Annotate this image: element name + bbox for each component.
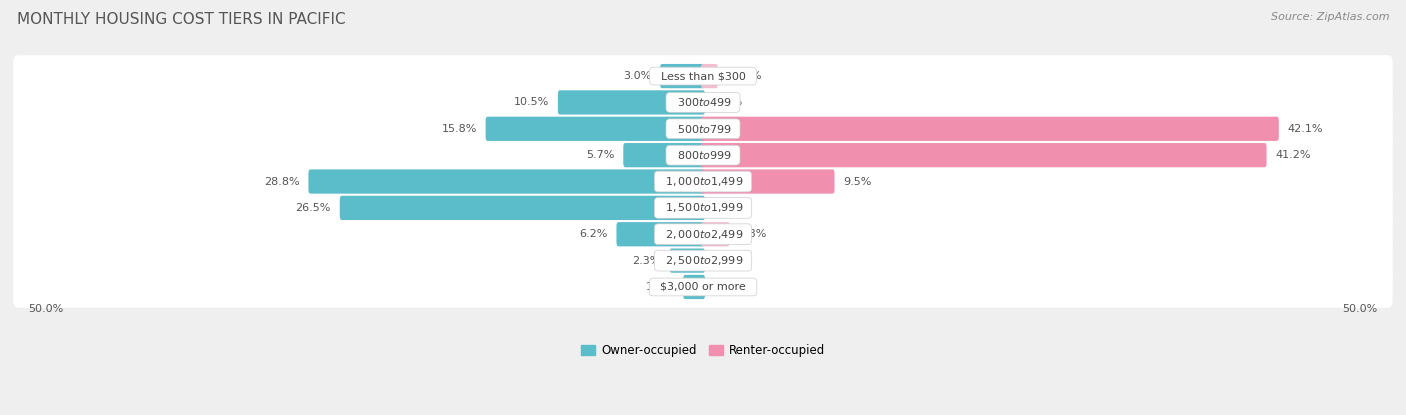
Text: $300 to $499: $300 to $499 — [669, 96, 737, 108]
Text: 0.0%: 0.0% — [714, 256, 742, 266]
FancyBboxPatch shape — [669, 249, 704, 273]
FancyBboxPatch shape — [702, 64, 718, 88]
Text: 15.8%: 15.8% — [441, 124, 477, 134]
Text: 2.3%: 2.3% — [633, 256, 661, 266]
Text: 0.0%: 0.0% — [714, 282, 742, 292]
FancyBboxPatch shape — [14, 55, 1392, 97]
Text: 0.0%: 0.0% — [714, 98, 742, 107]
FancyBboxPatch shape — [14, 187, 1392, 229]
Text: 41.2%: 41.2% — [1275, 150, 1310, 160]
Text: $3,000 or more: $3,000 or more — [654, 282, 752, 292]
FancyBboxPatch shape — [485, 117, 704, 141]
FancyBboxPatch shape — [659, 64, 704, 88]
Text: 10.5%: 10.5% — [513, 98, 548, 107]
FancyBboxPatch shape — [558, 90, 704, 115]
FancyBboxPatch shape — [623, 143, 704, 167]
FancyBboxPatch shape — [308, 169, 704, 194]
FancyBboxPatch shape — [14, 134, 1392, 176]
FancyBboxPatch shape — [14, 266, 1392, 308]
FancyBboxPatch shape — [683, 275, 704, 299]
Text: 50.0%: 50.0% — [1343, 304, 1378, 314]
Text: $800 to $999: $800 to $999 — [669, 149, 737, 161]
FancyBboxPatch shape — [14, 161, 1392, 203]
FancyBboxPatch shape — [340, 196, 704, 220]
Text: MONTHLY HOUSING COST TIERS IN PACIFIC: MONTHLY HOUSING COST TIERS IN PACIFIC — [17, 12, 346, 27]
Text: $2,000 to $2,499: $2,000 to $2,499 — [658, 228, 748, 241]
Text: 26.5%: 26.5% — [295, 203, 330, 213]
Text: 42.1%: 42.1% — [1288, 124, 1323, 134]
FancyBboxPatch shape — [14, 108, 1392, 150]
Text: 1.8%: 1.8% — [738, 229, 766, 239]
FancyBboxPatch shape — [14, 240, 1392, 281]
FancyBboxPatch shape — [616, 222, 704, 247]
Text: 28.8%: 28.8% — [264, 176, 299, 186]
Text: 0.0%: 0.0% — [714, 203, 742, 213]
FancyBboxPatch shape — [702, 222, 730, 247]
Text: 5.7%: 5.7% — [586, 150, 614, 160]
Text: $500 to $799: $500 to $799 — [669, 123, 737, 135]
Text: Source: ZipAtlas.com: Source: ZipAtlas.com — [1271, 12, 1389, 22]
Text: $2,500 to $2,999: $2,500 to $2,999 — [658, 254, 748, 267]
FancyBboxPatch shape — [702, 117, 1279, 141]
Text: $1,500 to $1,999: $1,500 to $1,999 — [658, 201, 748, 215]
FancyBboxPatch shape — [14, 213, 1392, 255]
Legend: Owner-occupied, Renter-occupied: Owner-occupied, Renter-occupied — [576, 339, 830, 361]
Text: 50.0%: 50.0% — [28, 304, 63, 314]
Text: 9.5%: 9.5% — [844, 176, 872, 186]
Text: $1,000 to $1,499: $1,000 to $1,499 — [658, 175, 748, 188]
Text: 1.3%: 1.3% — [647, 282, 675, 292]
FancyBboxPatch shape — [702, 143, 1267, 167]
Text: 3.0%: 3.0% — [623, 71, 651, 81]
Text: Less than $300: Less than $300 — [654, 71, 752, 81]
FancyBboxPatch shape — [14, 82, 1392, 123]
FancyBboxPatch shape — [702, 169, 835, 194]
Text: 6.2%: 6.2% — [579, 229, 607, 239]
Text: 0.94%: 0.94% — [727, 71, 762, 81]
